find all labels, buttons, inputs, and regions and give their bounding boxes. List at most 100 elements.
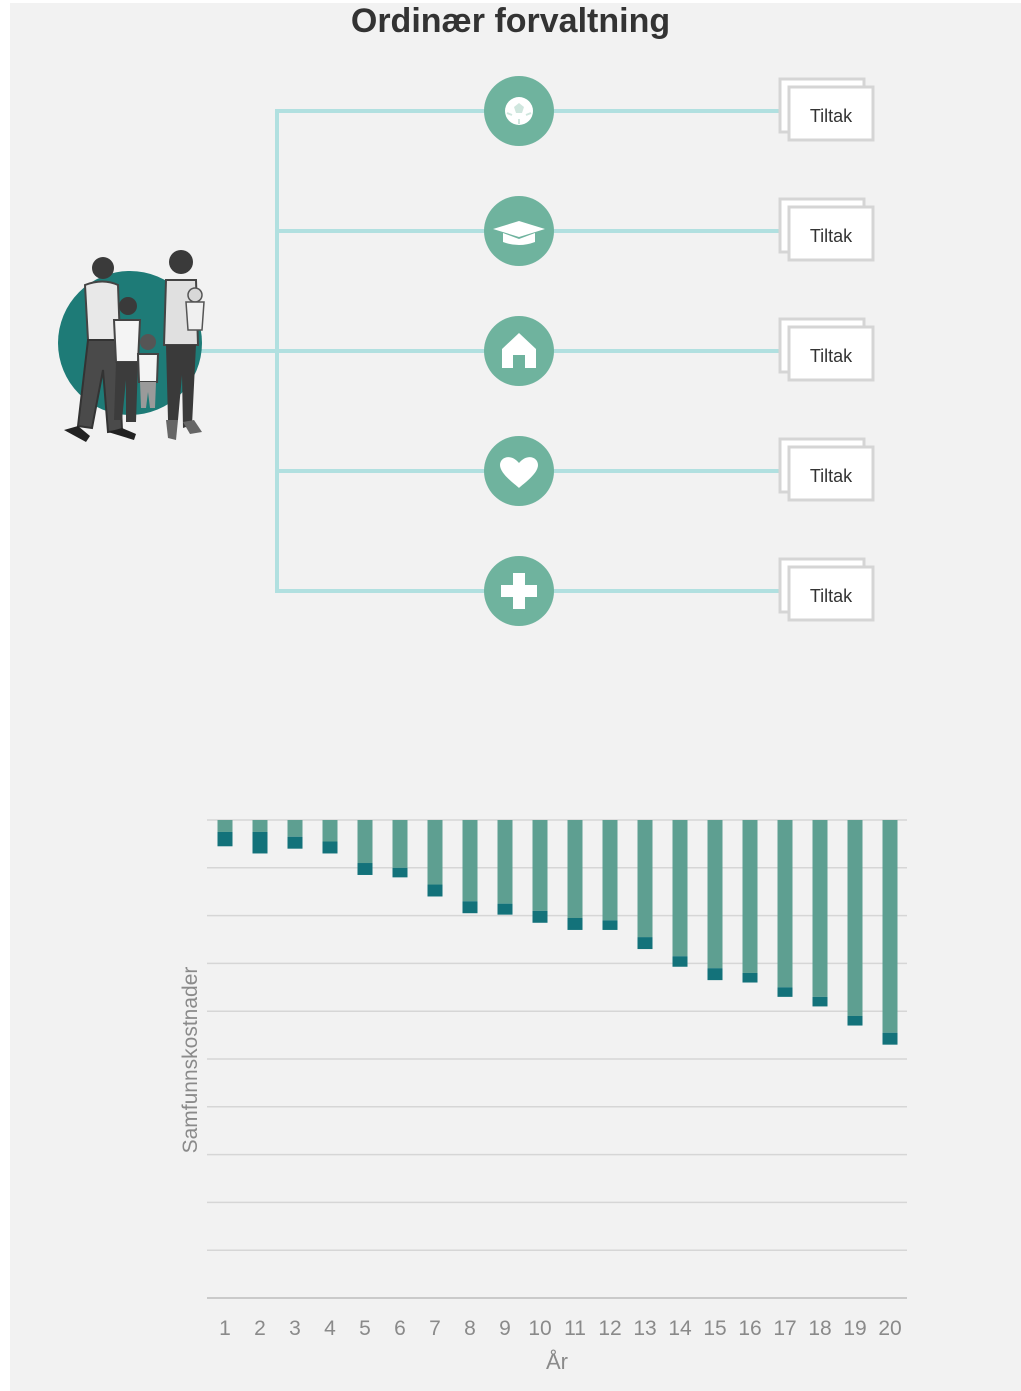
bar-upper-segment	[217, 820, 233, 832]
bar-lower-segment	[777, 987, 793, 997]
page-title: Ordinær forvaltning	[350, 2, 671, 40]
medical-cross-icon	[484, 556, 554, 626]
bar-upper-segment	[497, 820, 513, 904]
measure-label: Tiltak	[810, 226, 853, 246]
bar-upper-segment	[637, 820, 653, 938]
bar-stack	[462, 820, 478, 914]
ball-icon	[484, 76, 554, 146]
bar-lower-segment	[462, 901, 478, 914]
house-icon	[484, 316, 554, 386]
bar-upper-segment	[357, 820, 373, 864]
bar-upper-segment	[287, 820, 303, 837]
x-tick-label: 9	[499, 1317, 511, 1340]
bar-stack	[252, 820, 268, 854]
bar-lower-segment	[707, 968, 723, 981]
bar-lower-segment	[427, 884, 443, 897]
measure-card: Tiltak	[778, 437, 875, 502]
x-tick-label: 4	[324, 1317, 336, 1340]
bar-upper-segment	[672, 820, 688, 957]
service-row: Tiltak	[277, 196, 875, 266]
chart-bars	[217, 820, 898, 1045]
bar-lower-segment	[847, 1015, 863, 1026]
bar-upper-segment	[462, 820, 478, 902]
x-axis-tick-labels: 1 2 3 4 5 6 7 8 9 10 11 12 13 14 15 16 17 18 19 20	[219, 1317, 902, 1340]
bar-stack	[602, 820, 618, 930]
measure-card: Tiltak	[778, 317, 875, 382]
x-tick-label: 3	[289, 1317, 301, 1340]
bar-lower-segment	[322, 841, 338, 854]
bar-upper-segment	[777, 820, 793, 988]
bar-upper-segment	[742, 820, 758, 973]
bar-stack	[777, 820, 793, 997]
x-tick-label: 2	[254, 1317, 266, 1340]
measure-card: Tiltak	[778, 197, 875, 262]
x-tick-label: 11	[564, 1317, 586, 1340]
bar-lower-segment	[217, 831, 233, 847]
bar-lower-segment	[357, 863, 373, 875]
bar-upper-segment	[847, 820, 863, 1016]
bar-stack	[567, 820, 583, 930]
bar-stack	[672, 820, 688, 967]
bar-stack	[357, 820, 373, 875]
bar-stack	[322, 820, 338, 854]
service-rows: Tiltak Tiltak Tiltak Tiltak Tiltak	[277, 76, 875, 626]
bar-lower-segment	[637, 937, 653, 950]
family-icon	[58, 250, 205, 442]
bar-lower-segment	[532, 910, 548, 923]
x-tick-label: 18	[808, 1317, 831, 1340]
bar-stack	[742, 820, 758, 983]
x-tick-label: 13	[633, 1317, 656, 1340]
bar-upper-segment	[322, 820, 338, 842]
bar-stack	[427, 820, 443, 897]
measure-card: Tiltak	[778, 77, 875, 142]
service-row: Tiltak	[277, 556, 875, 626]
bar-stack	[707, 820, 723, 981]
x-tick-label: 15	[703, 1317, 726, 1340]
x-tick-label: 5	[359, 1317, 371, 1340]
x-axis-label: År	[546, 1349, 568, 1374]
service-row: Tiltak	[277, 316, 875, 386]
bar-lower-segment	[882, 1032, 898, 1045]
bar-lower-segment	[287, 836, 303, 849]
x-tick-label: 8	[464, 1317, 476, 1340]
bar-upper-segment	[392, 820, 408, 868]
x-tick-label: 10	[528, 1317, 551, 1340]
bar-stack	[882, 820, 898, 1045]
x-tick-label: 1	[219, 1317, 231, 1340]
measure-label: Tiltak	[810, 586, 853, 606]
x-tick-label: 17	[773, 1317, 796, 1340]
measure-label: Tiltak	[810, 346, 853, 366]
connector-lines	[200, 109, 279, 593]
bar-upper-segment	[567, 820, 583, 918]
bar-stack	[812, 820, 828, 1007]
bar-stack	[497, 820, 513, 915]
service-row: Tiltak	[277, 76, 875, 146]
measure-label: Tiltak	[810, 466, 853, 486]
bar-stack	[532, 820, 548, 923]
cost-bar-chart: 1 2 3 4 5 6 7 8 9 10 11 12 13 14 15 16 17 18 19 20 Samfunns…	[179, 819, 907, 1374]
measure-card: Tiltak	[778, 557, 875, 622]
x-tick-label: 12	[598, 1317, 621, 1340]
bar-lower-segment	[392, 867, 408, 878]
x-tick-label: 14	[668, 1317, 692, 1340]
bar-stack	[287, 820, 303, 849]
heart-icon	[484, 436, 554, 506]
bar-upper-segment	[602, 820, 618, 921]
x-tick-label: 7	[429, 1317, 441, 1340]
bar-upper-segment	[707, 820, 723, 969]
x-tick-label: 6	[394, 1317, 406, 1340]
service-row: Tiltak	[277, 436, 875, 506]
bar-upper-segment	[252, 820, 268, 832]
bar-lower-segment	[672, 956, 688, 967]
x-tick-label: 20	[878, 1317, 901, 1340]
y-axis-label: Samfunnskostnader	[179, 967, 202, 1154]
bar-upper-segment	[812, 820, 828, 997]
bar-upper-segment	[427, 820, 443, 885]
bar-lower-segment	[742, 972, 758, 983]
bar-upper-segment	[882, 820, 898, 1033]
x-tick-label: 19	[843, 1317, 866, 1340]
x-tick-label: 16	[738, 1317, 761, 1340]
measure-label: Tiltak	[810, 106, 853, 126]
bar-stack	[847, 820, 863, 1026]
